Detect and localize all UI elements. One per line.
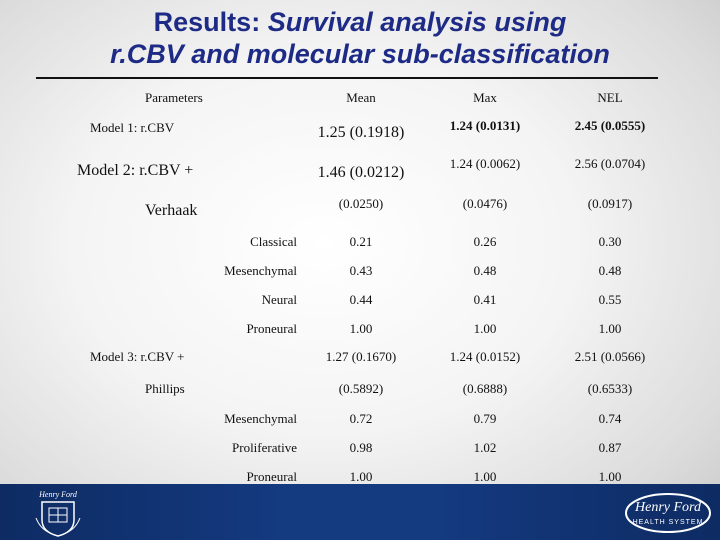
title-plain: Results: — [153, 7, 268, 37]
phillips-max: 1.02 — [473, 440, 497, 455]
phillips-label: Proneural — [246, 469, 297, 484]
model2-p-mean: (0.0250) — [338, 196, 384, 211]
phillips-nel: 0.74 — [598, 411, 622, 426]
model1-nel: 2.45 (0.0555) — [574, 118, 646, 133]
model2-p-max: (0.0476) — [462, 196, 508, 211]
model2-nel: 2.56 (0.0704) — [574, 156, 646, 171]
model3-label: Model 3: r.CBV + — [90, 349, 185, 364]
footer-band — [0, 484, 720, 540]
phillips-mean: 1.00 — [349, 469, 373, 484]
model2-mean: 1.46 (0.0212) — [317, 164, 405, 181]
header-nel: NEL — [597, 90, 623, 105]
model3-max: 1.24 (0.0152) — [449, 349, 521, 364]
henry-ford-health-system-logo: Henry Ford HEALTH SYSTEM — [625, 493, 711, 533]
model1-mean: 1.25 (0.1918) — [317, 124, 405, 141]
title-italic: Survival analysis using — [267, 7, 567, 37]
verhaak-nel: 0.55 — [598, 292, 622, 307]
verhaak-label: Classical — [250, 234, 297, 249]
phillips-mean: 0.98 — [349, 440, 373, 455]
model2-label: Model 2: r.CBV + — [77, 162, 194, 179]
verhaak-max: 0.41 — [473, 292, 497, 307]
model2-p-nel: (0.0917) — [587, 196, 633, 211]
verhaak-max: 1.00 — [473, 321, 497, 336]
hf-script-text: Henry Ford — [634, 500, 702, 515]
phillips-label: Proliferative — [232, 440, 297, 455]
model2-label-verhaak: Verhaak — [145, 202, 198, 219]
verhaak-mean: 1.00 — [349, 321, 373, 336]
page-title-line2: r.CBV and molecular sub-classification — [110, 39, 610, 69]
verhaak-mean: 0.43 — [349, 263, 373, 278]
model2-max: 1.24 (0.0062) — [449, 156, 521, 171]
header-max: Max — [473, 90, 497, 105]
phillips-max: 0.79 — [473, 411, 497, 426]
model3-label-phillips: Phillips — [145, 381, 185, 396]
henry-ford-crest-logo: Henry Ford — [35, 490, 81, 537]
verhaak-label: Mesenchymal — [224, 263, 297, 278]
top-rule — [36, 77, 658, 79]
model3-p-max: (0.6888) — [462, 381, 508, 396]
verhaak-label: Proneural — [246, 321, 297, 336]
verhaak-mean: 0.21 — [349, 234, 373, 249]
model3-p-mean: (0.5892) — [338, 381, 384, 396]
verhaak-nel: 0.48 — [598, 263, 622, 278]
model1-label: Model 1: r.CBV — [90, 120, 175, 135]
header-parameters: Parameters — [145, 90, 203, 105]
verhaak-nel: 0.30 — [598, 234, 622, 249]
model3-p-nel: (0.6533) — [587, 381, 633, 396]
header-mean: Mean — [346, 90, 376, 105]
model3-nel: 2.51 (0.0566) — [574, 349, 646, 364]
phillips-nel: 1.00 — [598, 469, 622, 484]
verhaak-max: 0.26 — [473, 234, 497, 249]
verhaak-nel: 1.00 — [598, 321, 622, 336]
verhaak-mean: 0.44 — [349, 292, 373, 307]
crest-script-text: Henry Ford — [38, 490, 78, 499]
phillips-label: Mesenchymal — [224, 411, 297, 426]
phillips-max: 1.00 — [473, 469, 497, 484]
page-title-line1: Results: Survival analysis using — [0, 6, 720, 38]
phillips-mean: 0.72 — [349, 411, 373, 426]
model3-mean: 1.27 (0.1670) — [325, 349, 397, 364]
phillips-nel: 0.87 — [598, 440, 622, 455]
verhaak-label: Neural — [261, 292, 297, 307]
hf-subtext: HEALTH SYSTEM — [633, 519, 704, 526]
model1-max: 1.24 (0.0131) — [449, 118, 521, 133]
verhaak-max: 0.48 — [473, 263, 497, 278]
